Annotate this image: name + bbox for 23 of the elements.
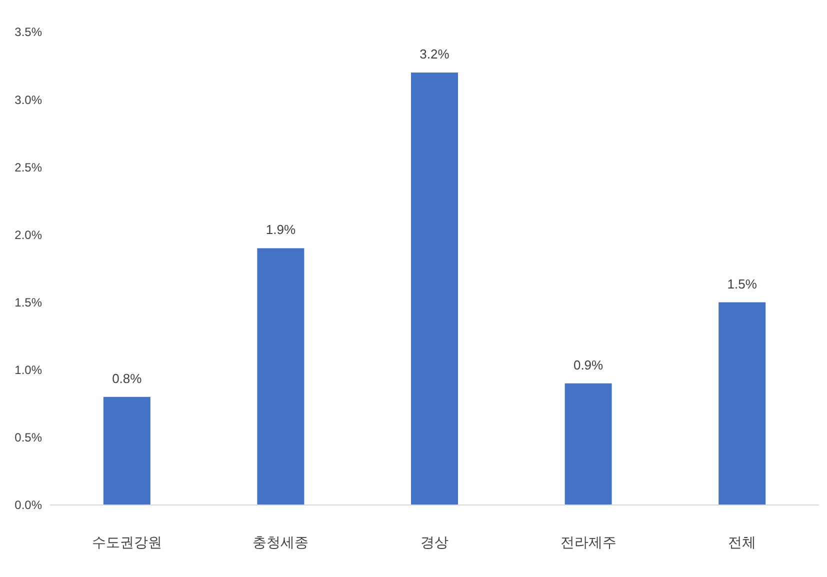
- y-tick-label: 0.5%: [14, 430, 42, 445]
- data-label: 3.2%: [420, 46, 450, 62]
- data-label: 1.9%: [266, 222, 296, 238]
- bar: [411, 72, 458, 505]
- x-tick-label: 충청세종: [252, 534, 309, 550]
- data-label: 1.5%: [727, 276, 758, 292]
- x-tick-label: 전체: [728, 534, 756, 550]
- y-tick-label: 0.0%: [14, 498, 42, 512]
- y-tick-label: 3.0%: [14, 92, 42, 107]
- x-tick-label: 전라제주: [560, 534, 616, 550]
- y-tick-label: 1.5%: [14, 295, 42, 310]
- y-tick-label: 2.0%: [14, 228, 42, 242]
- bar: [564, 383, 612, 505]
- data-label: 0.9%: [573, 357, 604, 372]
- x-tick-label: 수도권강원: [92, 534, 162, 550]
- y-tick-label: 2.5%: [14, 160, 42, 174]
- x-tick-label: 경상: [420, 534, 448, 550]
- y-tick-label: 3.5%: [14, 25, 42, 40]
- data-label: 0.8%: [112, 370, 142, 386]
- bar: [718, 302, 766, 505]
- bar: [257, 248, 304, 505]
- y-tick-label: 1.0%: [14, 363, 42, 378]
- bar: [103, 396, 150, 505]
